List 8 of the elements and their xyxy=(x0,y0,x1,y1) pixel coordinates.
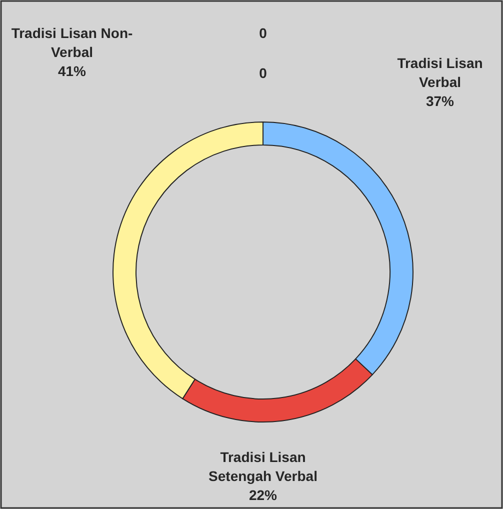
slice-label: Tradisi Lisan Non-Verbal xyxy=(11,25,134,60)
data-label: 22% xyxy=(248,487,278,503)
text: 0 xyxy=(259,25,267,41)
text: 0 xyxy=(259,65,267,81)
slice-label: Tradisi Lisan Verbal xyxy=(397,55,483,90)
slice-label: Tradisi Lisan Setengah Verbal xyxy=(208,449,318,484)
data-label: 41% xyxy=(58,63,87,79)
data-label: 37% xyxy=(426,93,455,109)
